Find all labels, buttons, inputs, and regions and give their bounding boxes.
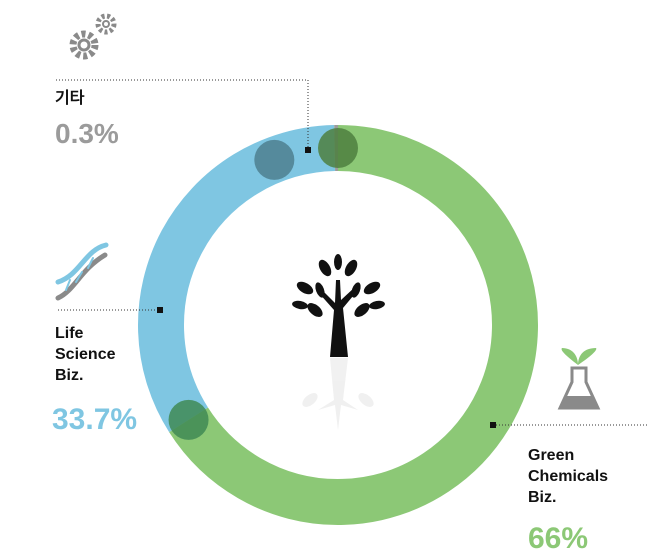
value-label: 33.7% (52, 403, 137, 437)
infographic: 기타 0.3% Life Science Biz. 33.7% Green Chemic… (0, 0, 664, 559)
donut-segment (161, 148, 335, 420)
segment-node (318, 128, 358, 168)
flask-icon (560, 348, 598, 408)
category-label: Life Science Biz. (55, 323, 130, 386)
value-label: 0.3% (55, 117, 119, 151)
leader-marker (157, 307, 163, 313)
tree-reflection (300, 358, 376, 430)
category-label: Green Chemicals Biz. (528, 445, 628, 508)
leader-marker (305, 147, 311, 153)
category-label: 기타 (55, 88, 135, 109)
dna-icon (58, 245, 106, 298)
tree-icon (291, 254, 385, 357)
gears-icon (73, 16, 114, 56)
leader-marker (490, 422, 496, 428)
segment-node (254, 140, 294, 180)
segment-node (169, 400, 209, 440)
value-label: 66% (528, 522, 588, 556)
